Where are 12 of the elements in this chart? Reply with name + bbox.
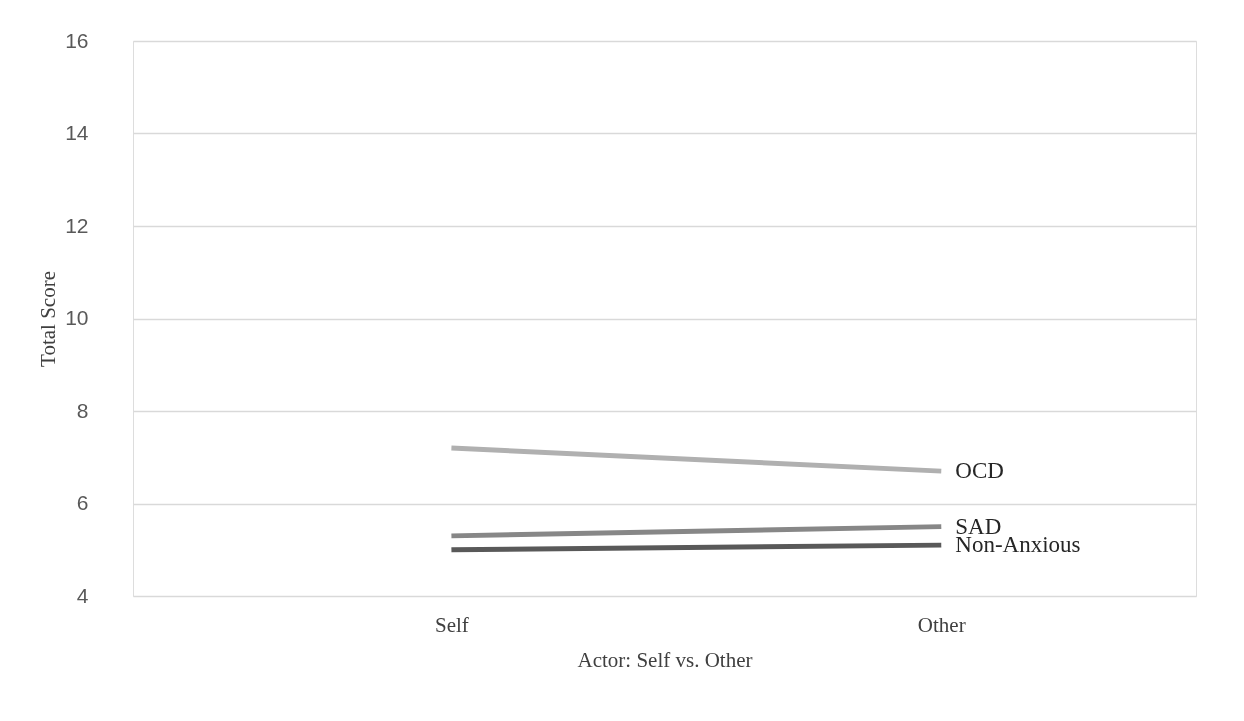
y-tick-label: 10 [65, 306, 89, 329]
y-tick-label: 6 [76, 491, 89, 514]
y-tick-label: 4 [76, 583, 89, 607]
y-tick-label: 14 [65, 121, 89, 144]
series-label: OCD [955, 458, 1004, 484]
y-tick-label: 16 [65, 28, 89, 52]
x-axis-title: Actor: Self vs. Other [577, 647, 753, 672]
x-tick-label: Other [917, 612, 966, 637]
y-axis-title: Total Score [36, 271, 61, 367]
y-tick-label: 8 [76, 398, 89, 422]
x-tick-label: Self [435, 612, 469, 637]
y-tick-label: 12 [65, 213, 89, 237]
